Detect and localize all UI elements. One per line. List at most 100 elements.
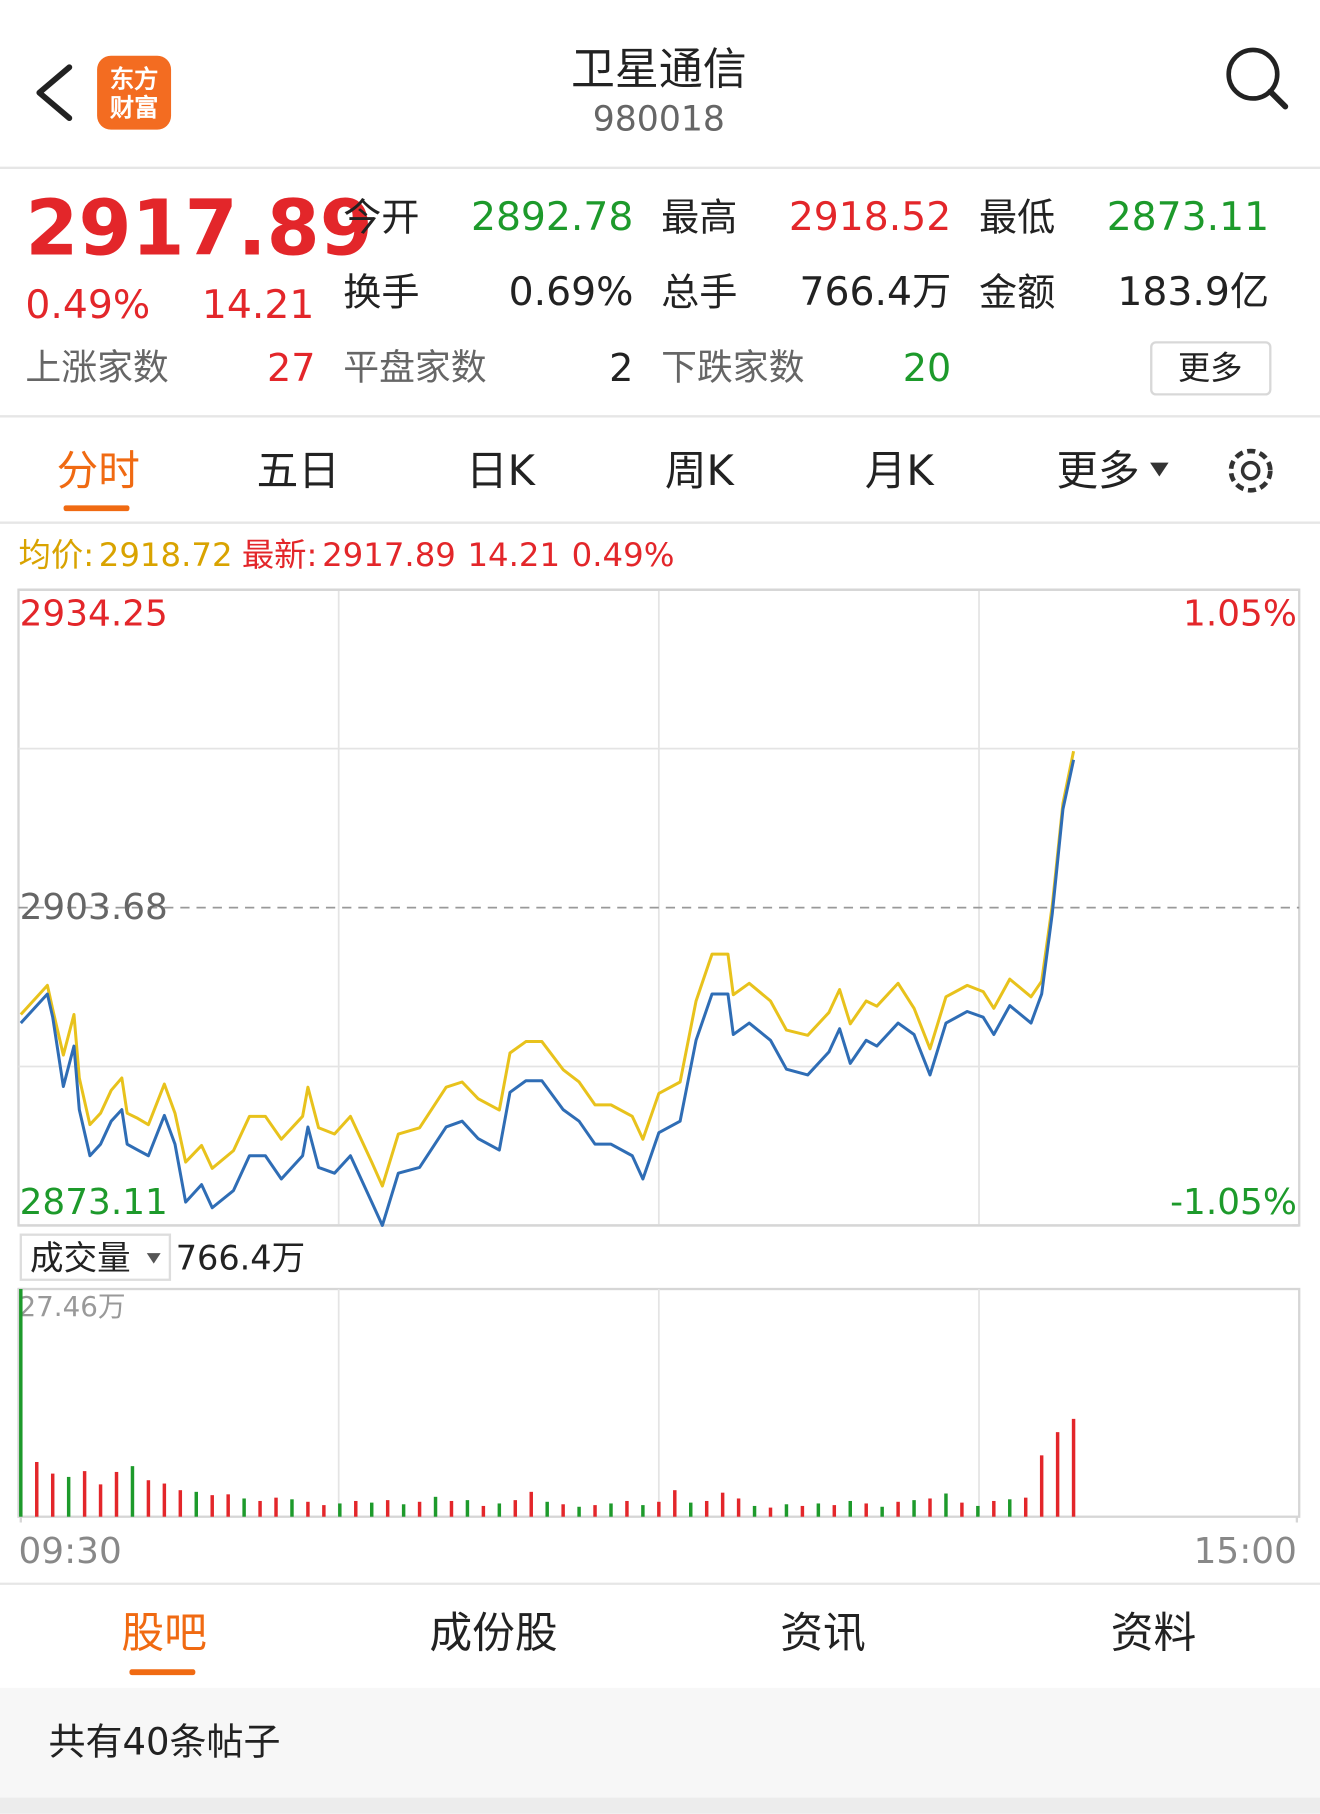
chart-layer: 2934.25 2903.68 2873.11 1.05% -1.05% 27.46万 09… [17,588,1301,1572]
stat-value: 2918.52 [789,195,951,240]
tab[interactable]: 五日 [257,446,340,495]
tab-active[interactable]: 分时 [57,446,140,495]
change-percent: 0.49% [25,283,150,328]
x-tick-label: 15:00 [1194,1531,1297,1572]
volume-bar [258,1500,262,1517]
tab[interactable]: 更多 [1056,446,1139,495]
price-line [19,750,1076,1188]
volume-bar [657,1501,661,1517]
stat-value: 0.69% [509,270,634,315]
posts-bar [0,1687,1320,1798]
page-title: 卫星通信 [571,44,747,95]
logo-text: 东方 [110,64,159,93]
logo-text: 财富 [110,93,159,122]
change-amount: 14.21 [202,283,314,328]
breadth-label: 平盘家数 [343,347,486,388]
volume-bar [960,1502,964,1517]
search-button[interactable] [1226,47,1289,110]
volume-bar [162,1483,167,1517]
back-button[interactable] [36,64,73,122]
volume-bar [752,1505,757,1517]
tab[interactable]: 月K [865,446,936,495]
stat-label: 总手 [661,271,737,315]
volume-bar [82,1471,87,1517]
volume-bar [689,1502,693,1517]
volume-bar [545,1501,549,1517]
stat-value: 766.4万 [800,270,952,315]
volume-bar [561,1504,565,1517]
volume-bar [338,1503,342,1517]
volume-bar [816,1503,821,1517]
volume-label: 成交量 [30,1238,131,1277]
volume-bar [274,1497,278,1517]
breadth-value: 20 [903,346,952,390]
y2-tick-label: -1.05% [1170,1182,1297,1223]
y-tick-label: 27.46万 [18,1290,125,1323]
volume-bar [449,1500,454,1517]
tab[interactable]: 日K [466,446,537,495]
last-price: 2917.89 [25,183,372,272]
stock-code: 980018 [593,99,725,139]
volume-bar [194,1491,198,1517]
bottom-tab[interactable]: 成份股 [429,1608,557,1658]
volume-selector[interactable]: 成交量 [19,1233,172,1281]
y-tick-label: 2903.68 [20,887,168,928]
volume-bar [736,1498,741,1517]
volume-bar [1008,1499,1012,1517]
volume-bar [210,1495,214,1517]
volume-bar [1023,1497,1028,1517]
volume-bar [593,1505,597,1517]
volume-bar [242,1498,246,1517]
volume-bar [513,1500,518,1517]
volume-bar [673,1490,677,1517]
tab[interactable]: 周K [665,446,736,495]
volume-bar [1071,1418,1076,1517]
volume-bar [178,1490,183,1517]
stat-label: 换手 [343,271,419,315]
avg-value: 2918.72 [99,536,233,574]
bottom-tab[interactable]: 资讯 [780,1608,866,1658]
volume-bar [465,1500,470,1517]
tab-indicator [129,1669,196,1676]
x-tick-label: 09:30 [18,1531,121,1572]
volume-bar [1055,1432,1060,1517]
more-button[interactable]: 更多 [1150,341,1272,396]
stat-label: 最低 [979,196,1055,240]
volume-bar [577,1506,581,1517]
volume-bar [912,1500,916,1517]
breadth-value: 2 [609,346,633,390]
y2-tick-label: 1.05% [1183,593,1297,634]
volume-bar [433,1496,438,1517]
latest-value: 2917.89 [322,536,456,574]
volume-bar [784,1504,789,1517]
stat-value: 2873.11 [1107,195,1269,240]
volume-bar [354,1500,358,1517]
tab-indicator [63,505,130,512]
volume-bar [481,1505,486,1517]
price-line [19,759,1076,1227]
volume-bar [1039,1455,1044,1517]
volume-bar [290,1499,294,1517]
bottom-strip [0,1797,1320,1814]
latest-label: 最新: [242,536,318,574]
app-logo[interactable] [97,55,172,130]
volume-bar [992,1500,996,1517]
volume-bar [306,1501,310,1517]
volume-bar [768,1507,773,1517]
bottom-tab-active[interactable]: 股吧 [121,1608,207,1658]
stat-value: 2892.78 [471,195,633,240]
volume-bar [226,1494,230,1517]
bottom-tab[interactable]: 资料 [1111,1608,1197,1658]
volume-bar [704,1500,709,1517]
posts-count: 共有40条帖子 [49,1721,281,1764]
volume-bar [19,1289,23,1517]
volume-bar [322,1505,326,1517]
y-tick-label: 2873.11 [20,1182,168,1223]
volume-bar [497,1503,502,1517]
latest-percent: 0.49% [572,536,675,574]
volume-bar [130,1466,135,1517]
volume-bar [385,1500,390,1517]
volume-bar [146,1480,151,1517]
volume-bar [832,1505,837,1517]
settings-button[interactable] [1228,448,1273,493]
